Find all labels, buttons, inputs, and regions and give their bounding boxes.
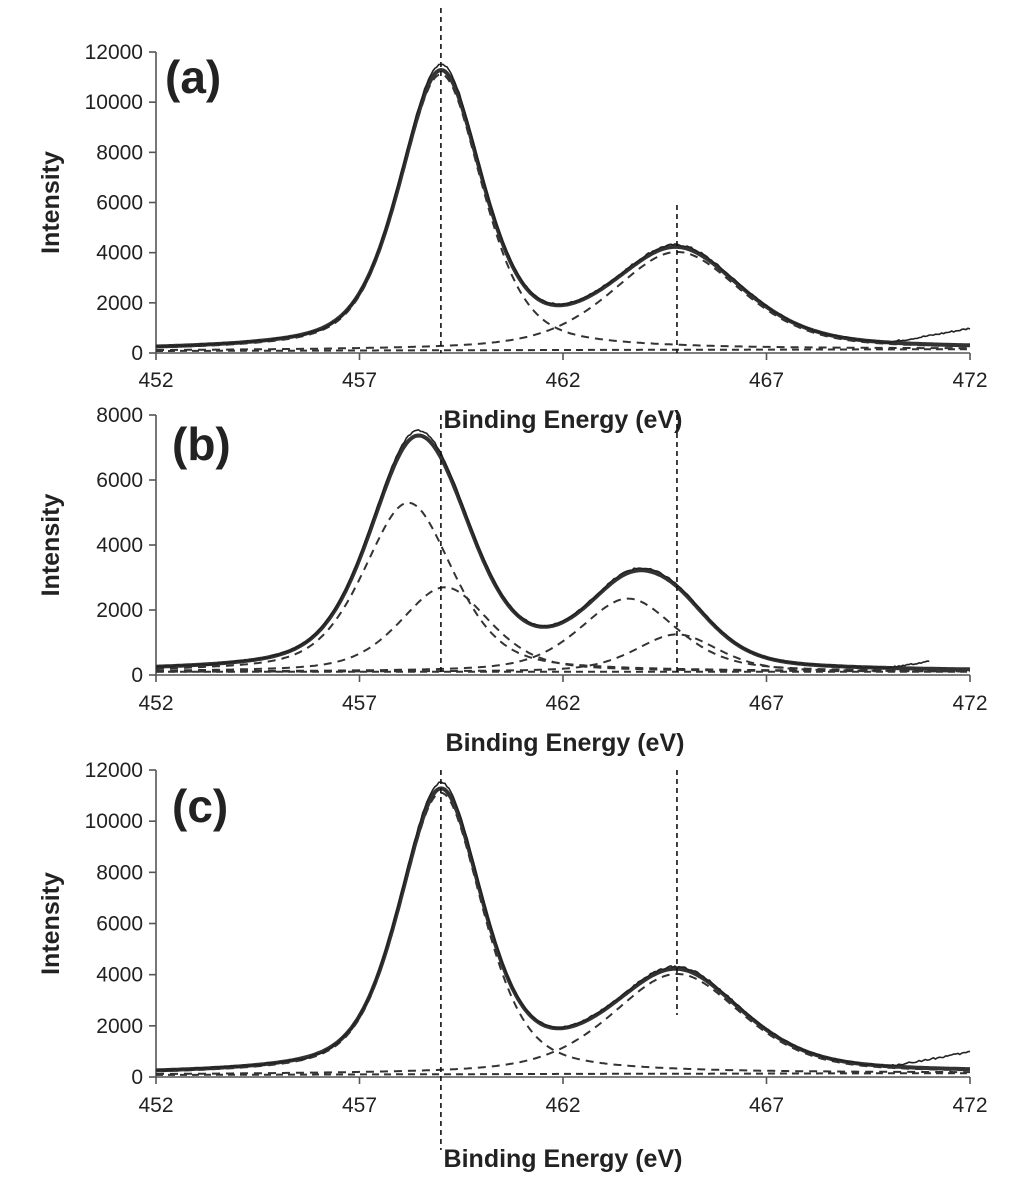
envelope-fit-line xyxy=(155,433,971,672)
x-tick-label: 452 xyxy=(138,1094,173,1117)
y-tick-label: 12000 xyxy=(85,41,143,64)
x-axis-title: Binding Energy (eV) xyxy=(446,729,685,757)
component-peak xyxy=(156,251,971,351)
y-tick-label: 8000 xyxy=(96,404,143,427)
panel-label: (c) xyxy=(172,780,228,832)
y-tick-label: 2000 xyxy=(96,292,143,315)
x-tick-label: 457 xyxy=(342,692,377,715)
x-tick-label: 462 xyxy=(545,692,580,715)
panel-b: 0 2000 4000 6000 8000 452 457 462 467 472 Binding … xyxy=(37,404,988,757)
component-peak xyxy=(156,586,970,673)
y-tick-label: 6000 xyxy=(96,913,143,936)
x-tick-label: 467 xyxy=(749,369,784,392)
x-tick-label: 467 xyxy=(749,692,784,715)
raw-data-line xyxy=(155,781,971,1072)
panel-a: 0 2000 4000 6000 8000 10000 12000 452 457 462 467 4… xyxy=(37,8,988,434)
x-tick-label: 462 xyxy=(545,369,580,392)
y-tick-label: 0 xyxy=(131,342,143,365)
y-tick-label: 6000 xyxy=(96,469,143,492)
raw-data-line xyxy=(155,63,971,348)
x-tick-label: 452 xyxy=(138,369,173,392)
x-tick-label: 472 xyxy=(952,692,987,715)
component-peak xyxy=(156,501,970,673)
panel-label: (b) xyxy=(172,418,231,470)
x-tick-label: 467 xyxy=(749,1094,784,1117)
y-tick-label: 2000 xyxy=(96,599,143,622)
background-line xyxy=(155,1072,970,1076)
x-tick-label: 457 xyxy=(342,369,377,392)
x-tick-label: 462 xyxy=(545,1094,580,1117)
x-tick-label: 472 xyxy=(952,369,987,392)
y-axis-title: Intensity xyxy=(37,151,65,254)
y-tick-label: 0 xyxy=(131,664,143,687)
y-tick-label: 12000 xyxy=(85,759,143,782)
raw-data-line xyxy=(155,429,930,670)
panel-label: (a) xyxy=(165,51,221,103)
y-axis-title: Intensity xyxy=(37,872,65,975)
y-tick-label: 6000 xyxy=(96,192,143,215)
x-tick-label: 457 xyxy=(342,1094,377,1117)
y-tick-label: 8000 xyxy=(96,861,143,884)
component-peak xyxy=(156,972,970,1075)
y-tick-label: 8000 xyxy=(96,141,143,164)
panel-c: 0 2000 4000 6000 8000 10000 12000 452 457 462 467 4… xyxy=(37,759,988,1173)
y-tick-label: 10000 xyxy=(85,91,143,114)
y-tick-label: 4000 xyxy=(96,242,143,265)
y-tick-label: 4000 xyxy=(96,964,143,987)
component-peak xyxy=(156,597,970,673)
component-peak xyxy=(156,633,970,673)
y-axis-title: Intensity xyxy=(37,494,65,597)
component-peak xyxy=(156,73,970,350)
x-tick-label: 472 xyxy=(952,1094,987,1117)
background-line xyxy=(156,348,970,352)
component-peak xyxy=(156,791,970,1074)
y-tick-label: 0 xyxy=(131,1066,143,1089)
y-tick-label: 4000 xyxy=(96,534,143,557)
y-tick-label: 10000 xyxy=(85,810,143,833)
x-tick-label: 452 xyxy=(138,692,173,715)
x-axis-title: Binding Energy (eV) xyxy=(444,1145,683,1173)
x-axis-title: Binding Energy (eV) xyxy=(444,406,683,434)
y-tick-label: 2000 xyxy=(96,1015,143,1038)
